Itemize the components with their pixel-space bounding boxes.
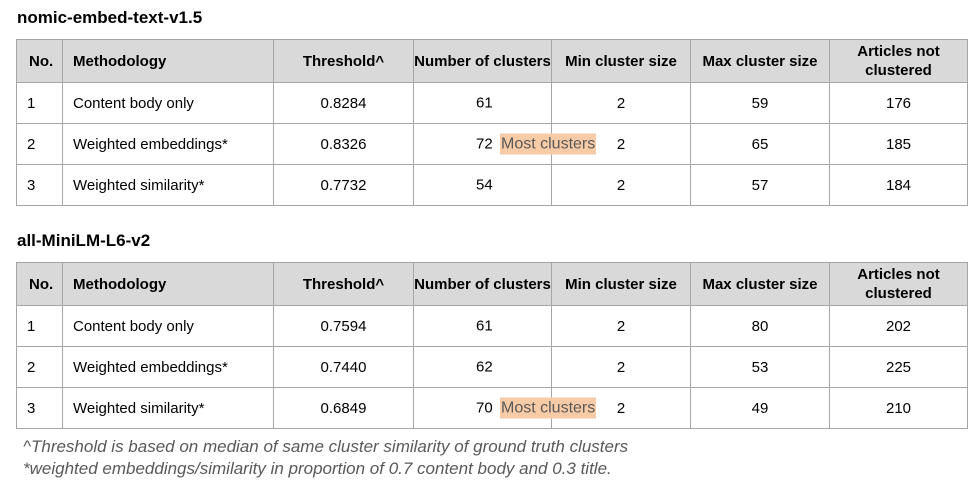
cluster-count: 61: [476, 317, 493, 335]
table-nomic: No. Methodology Threshold^ Number of clu…: [16, 39, 968, 206]
table-row: 1 Content body only 0.8284 61 2 59 176: [16, 82, 968, 124]
cell-max: 65: [690, 123, 830, 165]
table-1-title: nomic-embed-text-v1.5: [17, 8, 203, 27]
col-header-threshold: Threshold^: [273, 262, 414, 306]
cell-clusters: 62: [413, 346, 552, 388]
cell-methodology: Weighted similarity*: [62, 387, 274, 429]
cluster-count: 70: [476, 399, 493, 417]
cell-threshold: 0.7594: [273, 305, 414, 347]
cell-not-clustered: 210: [829, 387, 968, 429]
cluster-count: 61: [476, 94, 493, 112]
table-row: 3 Weighted similarity* 0.6849 70 Most clu…: [16, 387, 968, 429]
col-header-max: Max cluster size: [690, 262, 830, 306]
cluster-count: 54: [476, 176, 493, 194]
cell-min: 2: [551, 82, 691, 124]
cell-threshold: 0.7732: [273, 164, 414, 206]
cell-methodology: Content body only: [62, 82, 274, 124]
cell-threshold: 0.8326: [273, 123, 414, 165]
cell-min: 2: [551, 346, 691, 388]
cell-not-clustered: 225: [829, 346, 968, 388]
cell-no: 2: [16, 346, 63, 388]
cell-no: 2: [16, 123, 63, 165]
cell-clusters: 72 Most clusters: [413, 123, 597, 165]
table-row: 3 Weighted similarity* 0.7732 54 2 57 18…: [16, 164, 968, 206]
most-clusters-badge: Most clusters: [500, 133, 597, 155]
cell-min: 2: [551, 164, 691, 206]
cell-no: 3: [16, 387, 63, 429]
footnote-weighted: *weighted embeddings/similarity in propo…: [23, 459, 612, 478]
col-header-max: Max cluster size: [690, 39, 830, 83]
cluster-count: 72: [476, 135, 493, 153]
cell-not-clustered: 185: [829, 123, 968, 165]
cell-no: 1: [16, 82, 63, 124]
col-header-threshold: Threshold^: [273, 39, 414, 83]
cell-max: 49: [690, 387, 830, 429]
footnotes: ^Threshold is based on median of same cl…: [23, 436, 628, 480]
col-header-min: Min cluster size: [551, 39, 691, 83]
cell-not-clustered: 176: [829, 82, 968, 124]
most-clusters-badge: Most clusters: [500, 397, 597, 419]
table-row: 2 Weighted embeddings* 0.7440 62 2 53 22…: [16, 346, 968, 388]
cell-threshold: 0.6849: [273, 387, 414, 429]
cell-clusters: 70 Most clusters: [413, 387, 597, 429]
table-row: 1 Content body only 0.7594 61 2 80 202: [16, 305, 968, 347]
col-header-not-clustered: Articles not clustered: [829, 262, 968, 306]
cell-not-clustered: 184: [829, 164, 968, 206]
header-row: No. Methodology Threshold^ Number of clu…: [16, 39, 968, 83]
col-header-no: No.: [16, 262, 63, 306]
cell-clusters: 61: [413, 305, 552, 347]
cell-max: 57: [690, 164, 830, 206]
cell-min: 2: [551, 305, 691, 347]
table-2-title: all-MiniLM-L6-v2: [17, 231, 151, 250]
cell-methodology: Weighted similarity*: [62, 164, 274, 206]
cell-methodology: Weighted embeddings*: [62, 346, 274, 388]
footnote-threshold: ^Threshold is based on median of same cl…: [23, 437, 629, 456]
col-header-no: No.: [16, 39, 63, 83]
cell-threshold: 0.7440: [273, 346, 414, 388]
cell-threshold: 0.8284: [273, 82, 414, 124]
col-header-methodology: Methodology: [62, 39, 274, 83]
cluster-count: 62: [476, 358, 493, 376]
cell-clusters: 54: [413, 164, 552, 206]
cell-not-clustered: 202: [829, 305, 968, 347]
cell-max: 59: [690, 82, 830, 124]
table-minilm: No. Methodology Threshold^ Number of clu…: [16, 262, 968, 429]
cell-max: 53: [690, 346, 830, 388]
cell-no: 3: [16, 164, 63, 206]
col-header-clusters: Number of clusters: [413, 262, 552, 306]
cell-max: 80: [690, 305, 830, 347]
cell-no: 1: [16, 305, 63, 347]
cell-methodology: Weighted embeddings*: [62, 123, 274, 165]
cell-clusters: 61: [413, 82, 552, 124]
col-header-clusters: Number of clusters: [413, 39, 552, 83]
table-row: 2 Weighted embeddings* 0.8326 72 Most clu…: [16, 123, 968, 165]
col-header-methodology: Methodology: [62, 262, 274, 306]
col-header-not-clustered: Articles not clustered: [829, 39, 968, 83]
cell-methodology: Content body only: [62, 305, 274, 347]
col-header-min: Min cluster size: [551, 262, 691, 306]
header-row: No. Methodology Threshold^ Number of clu…: [16, 262, 968, 306]
